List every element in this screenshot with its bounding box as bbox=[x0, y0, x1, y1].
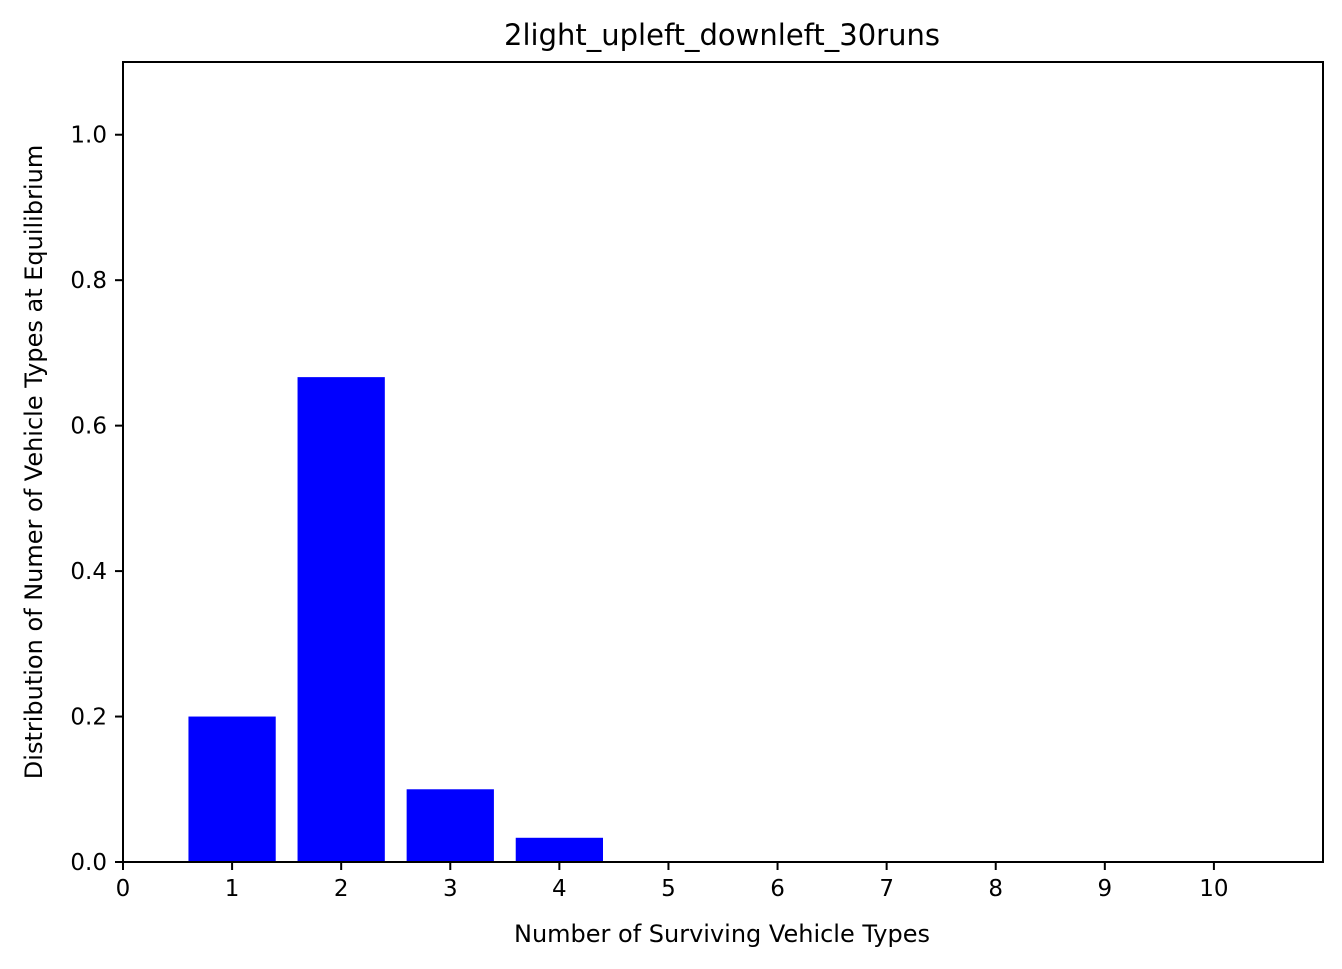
y-axis-label: Distribution of Numer of Vehicle Types a… bbox=[20, 145, 48, 779]
bar-3 bbox=[406, 789, 494, 862]
plot-frame bbox=[122, 61, 1324, 863]
bar-2 bbox=[297, 377, 385, 862]
bars-group bbox=[188, 377, 603, 862]
y-tick-label: 0.4 bbox=[70, 559, 107, 585]
x-tick-label: 2 bbox=[334, 876, 349, 902]
x-tick-label: 7 bbox=[879, 876, 894, 902]
y-tick-label: 0.2 bbox=[70, 705, 107, 731]
x-tick-label: 10 bbox=[1199, 876, 1228, 902]
x-tick-label: 4 bbox=[552, 876, 567, 902]
y-tick-label: 0.8 bbox=[70, 268, 107, 294]
x-tick-label: 8 bbox=[988, 876, 1003, 902]
bar-4 bbox=[515, 837, 603, 862]
y-axis-ticks: 0.0 0.2 0.4 0.6 0.8 1.0 bbox=[70, 123, 123, 876]
x-axis-label: Number of Surviving Vehicle Types bbox=[514, 920, 930, 948]
y-tick-label: 0.6 bbox=[70, 414, 107, 440]
x-tick-label: 9 bbox=[1097, 876, 1112, 902]
x-axis-ticks: 0 1 2 3 4 5 6 7 8 9 10 bbox=[116, 862, 1229, 902]
y-tick-label: 0.0 bbox=[70, 850, 107, 876]
x-tick-label: 6 bbox=[770, 876, 785, 902]
x-tick-label: 1 bbox=[225, 876, 240, 902]
y-tick-label: 1.0 bbox=[70, 123, 107, 149]
x-tick-label: 0 bbox=[116, 876, 131, 902]
bar-1 bbox=[188, 716, 276, 862]
x-tick-label: 3 bbox=[443, 876, 458, 902]
chart-title: 2light_upleft_downleft_30runs bbox=[504, 18, 940, 52]
x-tick-label: 5 bbox=[661, 876, 676, 902]
